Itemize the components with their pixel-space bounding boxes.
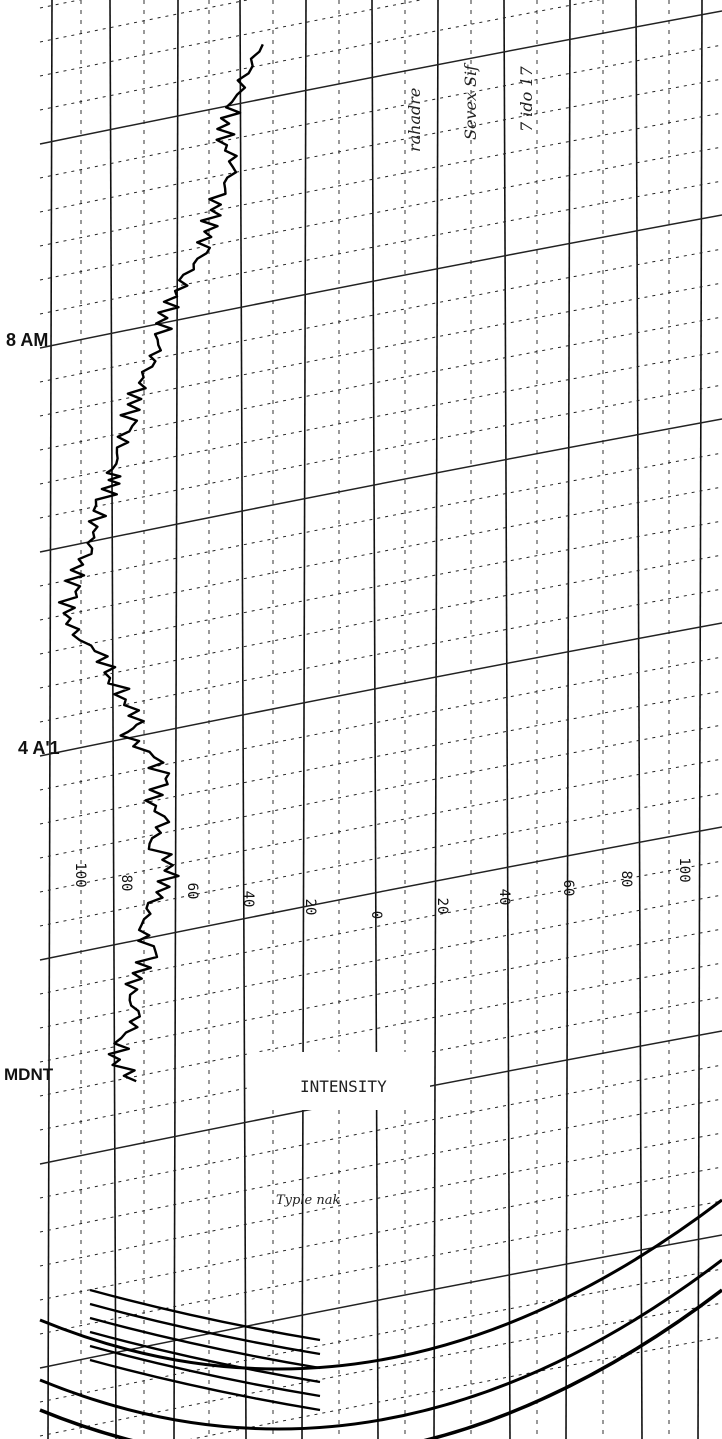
time-label-4am: 4 A'1 [18, 738, 60, 758]
time-arc-minor [39, 588, 722, 723]
scale-tick-label: 60 [184, 883, 200, 900]
time-arc-minor [39, 486, 722, 621]
scale-tick-label: 0 [368, 911, 384, 919]
grid-line-major [239, 0, 247, 1439]
scale-tick-label: 40 [496, 889, 512, 906]
scale-tick-label: 20 [302, 899, 318, 916]
pen-return-stroke [89, 1316, 321, 1370]
time-arc-minor [39, 1200, 722, 1335]
note-1: 7 ido 17 [517, 65, 536, 132]
time-arc-minor [39, 554, 722, 689]
time-arc-minor [39, 1064, 722, 1199]
grid-line-major [173, 0, 179, 1439]
time-arc-major [39, 622, 722, 757]
time-arc-minor [39, 996, 722, 1131]
time-arc-minor [39, 1302, 722, 1437]
time-arc-minor [39, 1166, 722, 1301]
time-arc-minor [39, 758, 722, 893]
scale-tick-label: 60 [560, 880, 576, 897]
time-arc-major [39, 214, 722, 349]
grid-line-major [503, 0, 511, 1439]
time-label-midnight: MDNT [4, 1065, 54, 1084]
pen-return-stroke [89, 1330, 321, 1384]
note-2: Sevex Sif [461, 62, 480, 140]
time-arc-minor [39, 0, 602, 111]
time-arc-minor [39, 1098, 722, 1233]
intensity-trace [57, 43, 264, 1083]
intensity-label: INTENSITY [300, 1077, 387, 1096]
bottom-heavy-arc [39, 1198, 722, 1371]
time-arc-major [39, 826, 722, 961]
scale-tick-label: 80 [118, 875, 134, 892]
time-arc-minor [39, 146, 722, 281]
time-arc-minor [39, 928, 722, 1063]
scale-tick-label: 100 [72, 862, 88, 887]
time-arc-minor [39, 248, 722, 383]
time-arc-minor [39, 452, 722, 587]
time-arc-major [39, 418, 722, 553]
time-arc-minor [39, 0, 424, 77]
grid-line-major [371, 0, 379, 1439]
grid-line-major [433, 0, 439, 1439]
time-arc-minor [39, 690, 722, 825]
grid-line-major [109, 0, 117, 1439]
time-arc-minor [39, 656, 722, 791]
bottom-heavy-arc [39, 1288, 722, 1439]
time-arc-minor [39, 112, 722, 247]
intensity-trace-line [57, 43, 264, 1083]
scale-tick-label: 80 [618, 871, 634, 888]
time-arc-minor [39, 792, 722, 927]
note-4: Typle nak [276, 1193, 340, 1208]
time-arc-minor [39, 316, 722, 451]
scale-tick-label: 100 [676, 857, 692, 882]
time-arc-minor [39, 962, 722, 1097]
time-arc-minor [39, 1132, 722, 1267]
grid-line-major [697, 0, 703, 1439]
time-arc-minor [39, 78, 722, 213]
scale-tick-label: 40 [240, 891, 256, 908]
grid-line-major [301, 0, 307, 1439]
time-label-8am: 8 AM [6, 330, 48, 350]
scale-tick-labels: 100 80 60 40 20 0 20 40 60 80 100 [72, 857, 692, 919]
pen-return-stroke [89, 1344, 321, 1398]
time-arc-minor [39, 520, 722, 655]
time-arc-minor [39, 0, 250, 43]
pen-return-stroke [89, 1302, 321, 1356]
scale-tick-label: 20 [434, 898, 450, 915]
time-arc-major [39, 10, 722, 145]
time-arc-minor [39, 180, 722, 315]
time-arc-major [39, 1234, 722, 1369]
time-arc-minor [39, 1268, 722, 1403]
time-arc-minor [39, 350, 722, 485]
pen-return-stroke [89, 1288, 321, 1342]
bottom-heavy-arc [39, 1258, 722, 1431]
time-arc-minor [39, 44, 722, 179]
grid-line-major [635, 0, 643, 1439]
time-arc-minor [39, 724, 722, 859]
pen-return-stroke [89, 1358, 321, 1412]
time-arcs [39, 0, 722, 1439]
time-arc-minor [39, 384, 722, 519]
note-3: rahadre [405, 88, 424, 152]
intensity-label-box [250, 1052, 430, 1110]
